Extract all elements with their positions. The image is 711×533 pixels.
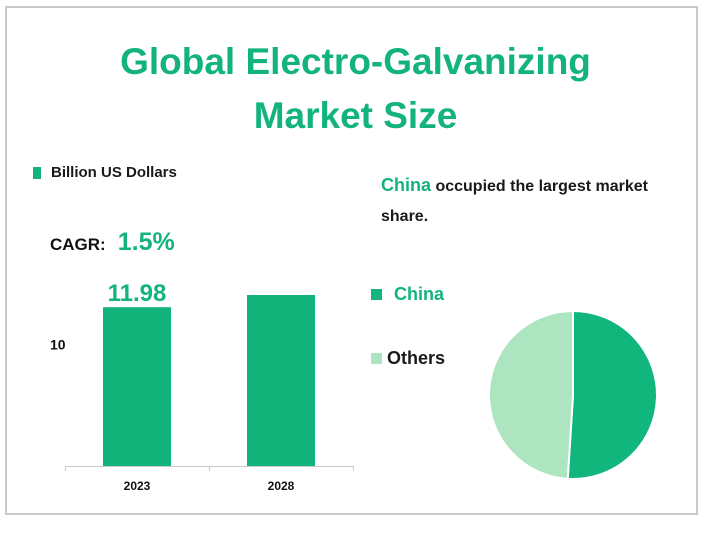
pie-legend-others-swatch bbox=[371, 353, 382, 364]
chart-title-line-1: Global Electro-Galvanizing bbox=[120, 41, 591, 82]
bar-legend: Billion US Dollars bbox=[33, 164, 177, 181]
bar-2023 bbox=[103, 307, 171, 466]
chart-title-line-2: Market Size bbox=[253, 95, 458, 136]
pie-legend-china-label: China bbox=[394, 284, 445, 304]
pie-legend-china-swatch bbox=[371, 289, 382, 300]
pie-slice-others bbox=[488, 309, 574, 480]
pie-legend-others: Others bbox=[371, 348, 445, 369]
data-label-2023: 11.98 bbox=[108, 280, 167, 307]
x-tick-label-2023: 2023 bbox=[124, 479, 151, 493]
share-note-text: occupied the largest market share. bbox=[381, 178, 648, 225]
pie-legend-others-label: Others bbox=[387, 348, 446, 368]
chart-frame bbox=[5, 6, 698, 515]
cagr: CAGR: 1.5% bbox=[50, 228, 175, 257]
pie-slice-china bbox=[566, 309, 658, 480]
share-note: China occupied the largest market share. bbox=[381, 170, 681, 232]
y-tick-label-10: 10 bbox=[50, 336, 66, 352]
pie-legend-china: China bbox=[371, 284, 444, 305]
bar-2028 bbox=[247, 295, 315, 466]
share-note-highlight: China bbox=[381, 175, 432, 195]
cagr-label: CAGR: bbox=[50, 235, 106, 254]
x-tick-label-2028: 2028 bbox=[268, 479, 295, 493]
cagr-value: 1.5% bbox=[117, 228, 175, 256]
bar-legend-swatch bbox=[33, 166, 41, 179]
bar-legend-label: Billion US Dollars bbox=[51, 164, 177, 181]
